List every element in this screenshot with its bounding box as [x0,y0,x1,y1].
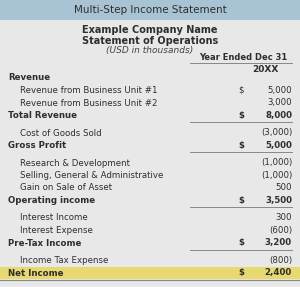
Text: (600): (600) [269,226,292,235]
Text: Year Ended Dec 31: Year Ended Dec 31 [199,53,287,63]
Text: (3,000): (3,000) [261,129,292,137]
Text: $: $ [238,141,244,150]
Text: Statement of Operations: Statement of Operations [82,36,218,46]
Text: 3,200: 3,200 [265,238,292,247]
Text: 300: 300 [275,214,292,222]
Text: (1,000): (1,000) [261,158,292,168]
Text: (1,000): (1,000) [261,171,292,180]
Bar [0,0,300,20]
Text: Total Revenue: Total Revenue [8,111,77,120]
Text: Pre-Tax Income: Pre-Tax Income [8,238,81,247]
Text: Gain on Sale of Asset: Gain on Sale of Asset [20,183,112,193]
Text: 20XX: 20XX [252,65,278,75]
Text: 8,000: 8,000 [265,111,292,120]
Text: Research & Development: Research & Development [20,158,130,168]
Text: 2,400: 2,400 [265,269,292,278]
Text: Net Income: Net Income [8,269,64,278]
Text: Revenue: Revenue [8,73,50,82]
Text: Income Tax Expense: Income Tax Expense [20,256,108,265]
Text: Interest Expense: Interest Expense [20,226,93,235]
Text: 3,000: 3,000 [267,98,292,108]
Text: $: $ [238,111,244,120]
Text: Interest Income: Interest Income [20,214,88,222]
Text: Gross Profit: Gross Profit [8,141,66,150]
Text: 5,000: 5,000 [265,141,292,150]
Text: $: $ [238,86,244,95]
Text: Example Company Name: Example Company Name [82,25,218,35]
Text: Cost of Goods Sold: Cost of Goods Sold [20,129,102,137]
Text: Revenue from Business Unit #1: Revenue from Business Unit #1 [20,86,158,95]
Text: Selling, General & Administrative: Selling, General & Administrative [20,171,164,180]
Text: $: $ [238,269,244,278]
Text: (800): (800) [269,256,292,265]
Text: $: $ [238,238,244,247]
Text: Revenue from Business Unit #2: Revenue from Business Unit #2 [20,98,158,108]
Text: $: $ [238,196,244,205]
Text: 3,500: 3,500 [265,196,292,205]
Text: Multi-Step Income Statement: Multi-Step Income Statement [74,5,226,15]
Bar [0,267,300,279]
Text: Operating income: Operating income [8,196,95,205]
Text: 5,000: 5,000 [267,86,292,95]
Text: (USD in thousands): (USD in thousands) [106,46,194,55]
Text: 500: 500 [275,183,292,193]
